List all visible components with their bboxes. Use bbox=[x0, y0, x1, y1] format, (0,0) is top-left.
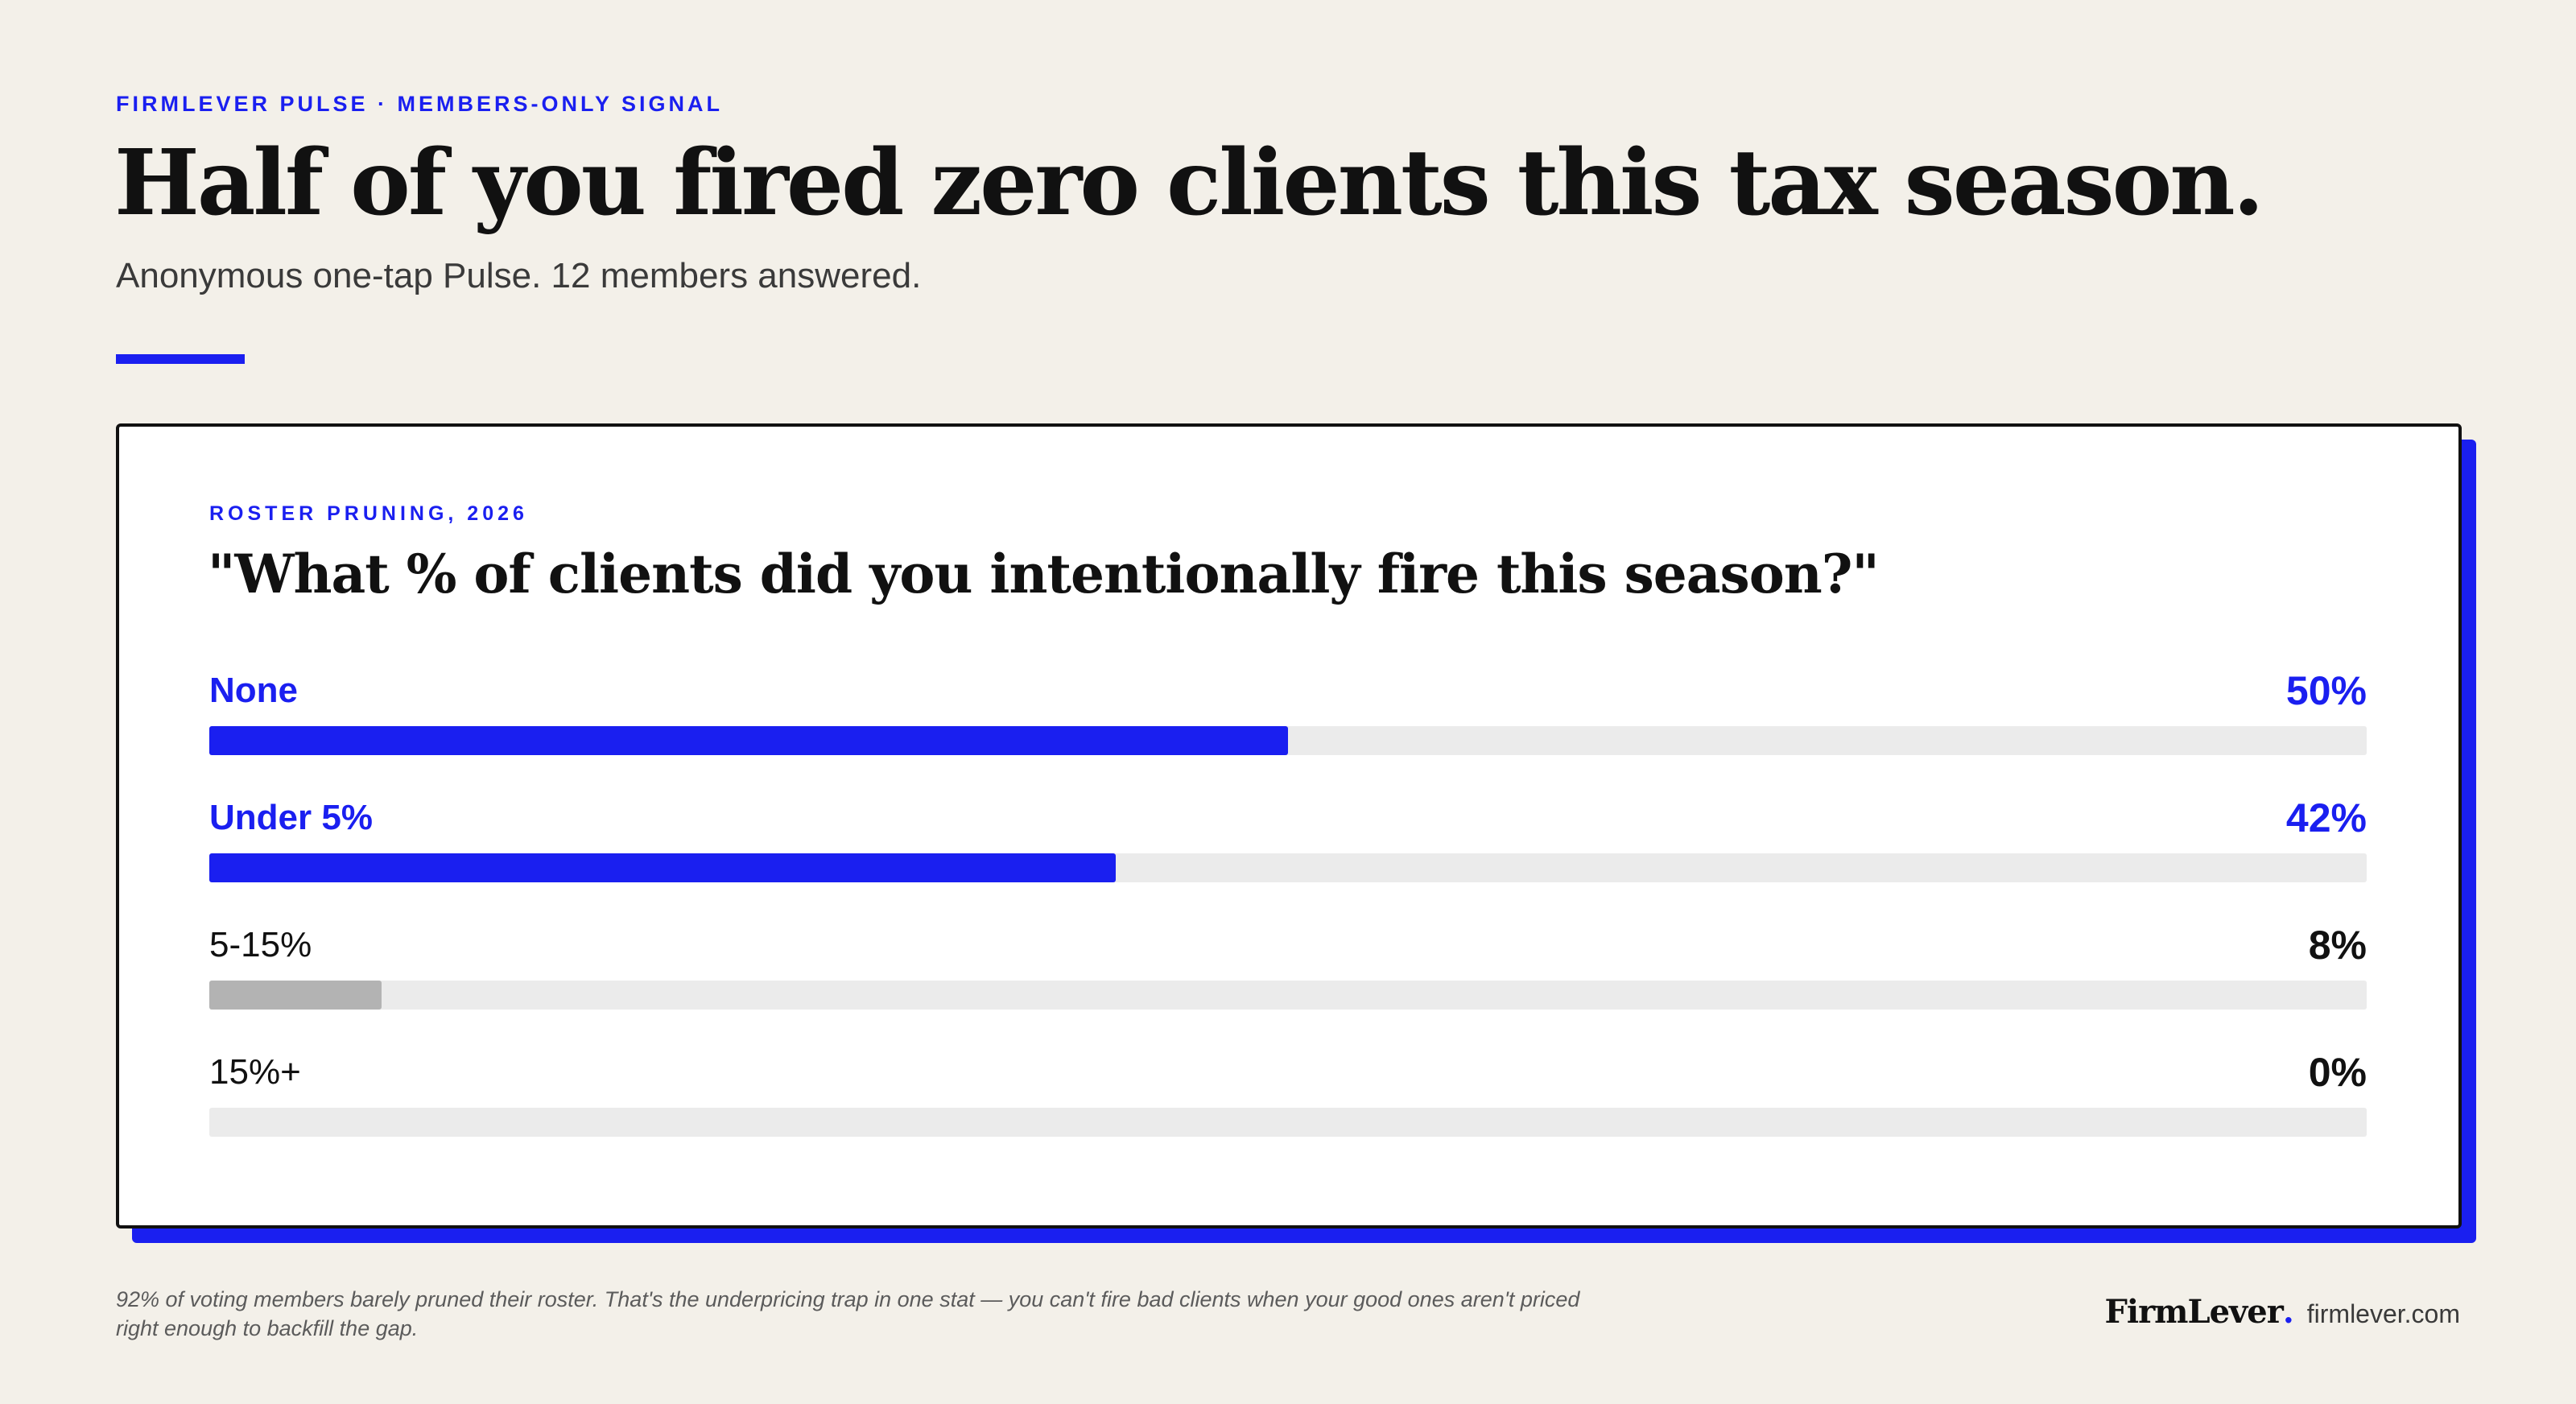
bar-chart: None 50% Under 5% 42% 5-15% 8% 15%+ 0% bbox=[209, 668, 2367, 1151]
bar-category-label: 5-15% bbox=[209, 925, 312, 964]
bar-row: Under 5% 42% bbox=[209, 795, 2367, 892]
bar-row: 15%+ 0% bbox=[209, 1050, 2367, 1146]
pulse-eyebrow: FIRMLEVER PULSE · MEMBERS-ONLY SIGNAL bbox=[116, 92, 724, 116]
headline: Half of you fired zero clients this tax … bbox=[114, 130, 2264, 236]
brand-logo-dot: . bbox=[2282, 1293, 2294, 1331]
bar-fill bbox=[209, 853, 1116, 882]
subheadline: Anonymous one-tap Pulse. 12 members answ… bbox=[116, 256, 922, 295]
bar-category-label: Under 5% bbox=[209, 798, 373, 837]
bar-value-label: 50% bbox=[2285, 668, 2367, 713]
brand-url: firmlever.com bbox=[2306, 1299, 2460, 1328]
bar-category-label: None bbox=[209, 671, 298, 710]
bar-fill bbox=[209, 726, 1288, 755]
brand-signature: FirmLever. firmlever.com bbox=[2104, 1293, 2460, 1331]
accent-rule bbox=[116, 354, 245, 364]
bar-category-label: 15%+ bbox=[209, 1052, 301, 1092]
bar-row: None 50% bbox=[209, 668, 2367, 765]
bar-track bbox=[209, 726, 2367, 755]
bar-track bbox=[209, 981, 2367, 1010]
poll-question: "What % of clients did you intentionally… bbox=[208, 543, 1880, 605]
footnote: 92% of voting members barely pruned thei… bbox=[116, 1287, 1580, 1340]
bar-track bbox=[209, 1108, 2367, 1137]
bar-value-label: 0% bbox=[2308, 1050, 2367, 1095]
brand-logo: FirmLever bbox=[2104, 1293, 2283, 1331]
card-eyebrow: ROSTER PRUNING, 2026 bbox=[209, 502, 528, 525]
bar-row: 5-15% 8% bbox=[209, 923, 2367, 1019]
poll-card: ROSTER PRUNING, 2026 "What % of clients … bbox=[116, 423, 2462, 1228]
bar-fill bbox=[209, 981, 382, 1010]
bar-track bbox=[209, 853, 2367, 882]
bar-value-label: 8% bbox=[2308, 923, 2367, 968]
bar-value-label: 42% bbox=[2285, 795, 2367, 840]
